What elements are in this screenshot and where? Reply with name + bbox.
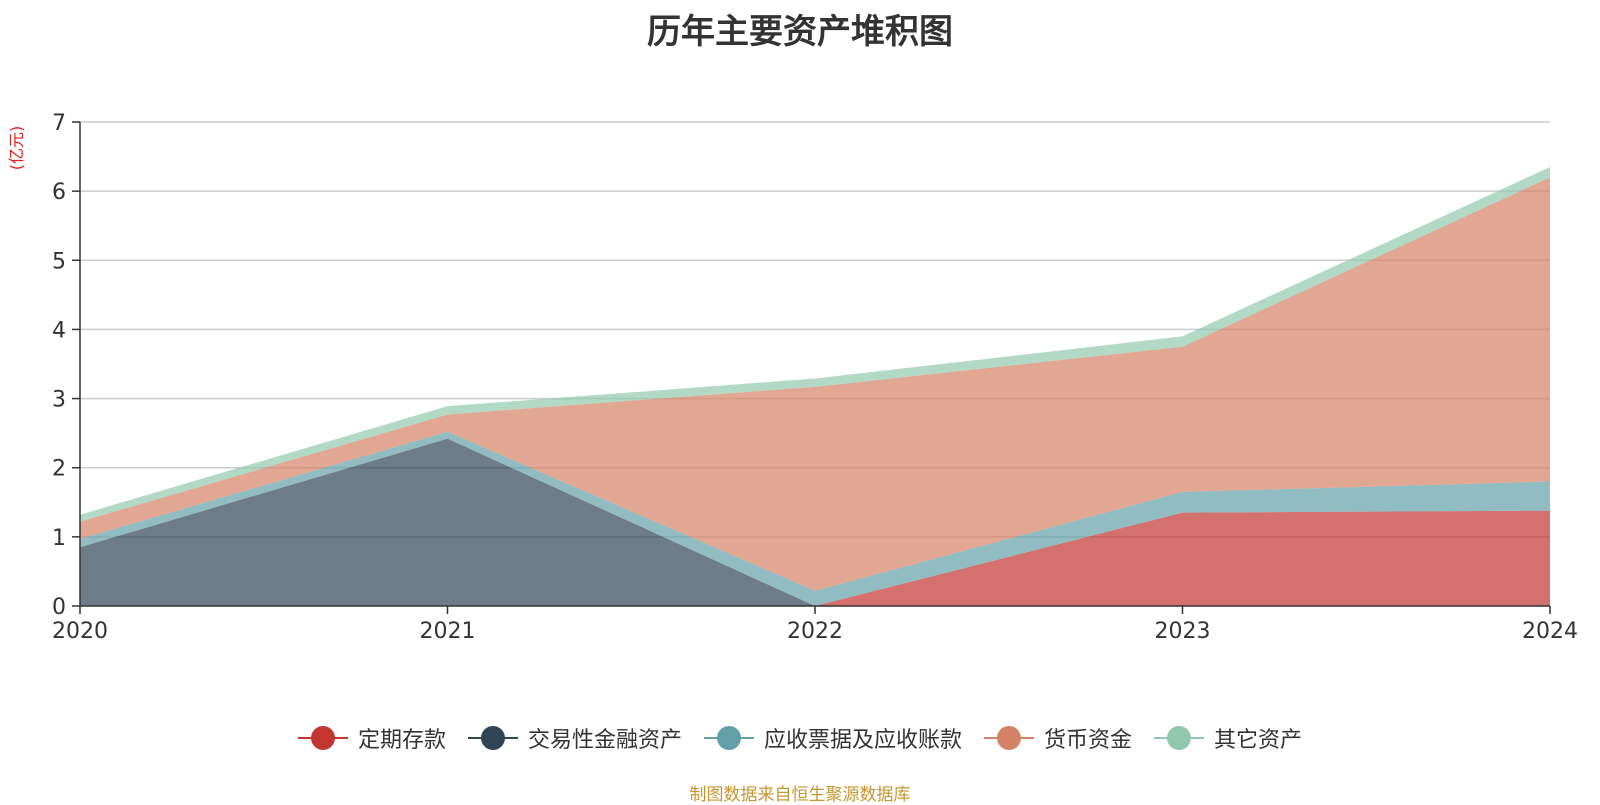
legend-dot <box>997 726 1021 750</box>
area-series-3 <box>80 177 1550 591</box>
y-tick-label: 1 <box>52 526 66 551</box>
legend-item[interactable]: 其它资产 <box>1154 722 1302 754</box>
legend-marker-icon <box>984 726 1034 750</box>
axes: 0 1 2 3 4 5 6 7 2020 2021 2022 2023 2024 <box>52 111 1578 644</box>
x-tick-label: 2021 <box>420 619 476 644</box>
y-tick-label: 6 <box>52 180 66 205</box>
legend-label: 其它资产 <box>1214 728 1303 753</box>
legend-label: 定期存款 <box>357 728 446 753</box>
legend-marker-icon <box>1154 726 1205 750</box>
x-tick-label: 2024 <box>1522 619 1578 644</box>
y-tick-label: 2 <box>52 457 66 482</box>
area-series <box>80 166 1550 606</box>
legend-dot <box>716 726 741 750</box>
x-tick-label: 2023 <box>1155 619 1211 644</box>
legend-dot <box>310 726 335 750</box>
legend-marker-icon <box>467 726 518 750</box>
source-note: 制图数据来自恒生聚源数据库 <box>689 785 911 805</box>
chart-title: 历年主要资产堆积图 <box>647 12 953 52</box>
legend-marker-icon <box>703 726 754 750</box>
legend-dot <box>480 726 505 750</box>
area-series-0 <box>80 510 1550 606</box>
legend-item[interactable]: 应收票据及应收账款 <box>703 722 962 754</box>
legend-item[interactable]: 交易性金融资产 <box>467 722 682 754</box>
y-tick-label: 4 <box>52 318 66 343</box>
legend-marker-icon <box>297 726 348 750</box>
y-tick-label: 3 <box>52 388 66 413</box>
area-series-1 <box>80 438 1550 606</box>
legend-label: 货币资金 <box>1044 728 1133 753</box>
y-tick-label: 5 <box>52 249 66 274</box>
legend-label: 应收票据及应收账款 <box>763 728 962 753</box>
y-tick-label: 0 <box>52 595 66 620</box>
y-tick-label: 7 <box>52 111 66 136</box>
legend-label: 交易性金融资产 <box>527 728 682 753</box>
legend-dot <box>1167 726 1192 750</box>
legend: 定期存款 交易性金融资产 应收票据及应收账款 货币资金 其它资产 <box>0 722 1600 754</box>
x-tick-label: 2020 <box>52 619 108 644</box>
legend-item[interactable]: 定期存款 <box>297 722 446 754</box>
y-axis-unit-label: (亿元) <box>7 126 26 171</box>
x-tick-label: 2022 <box>787 619 843 644</box>
legend-item[interactable]: 货币资金 <box>984 722 1132 754</box>
